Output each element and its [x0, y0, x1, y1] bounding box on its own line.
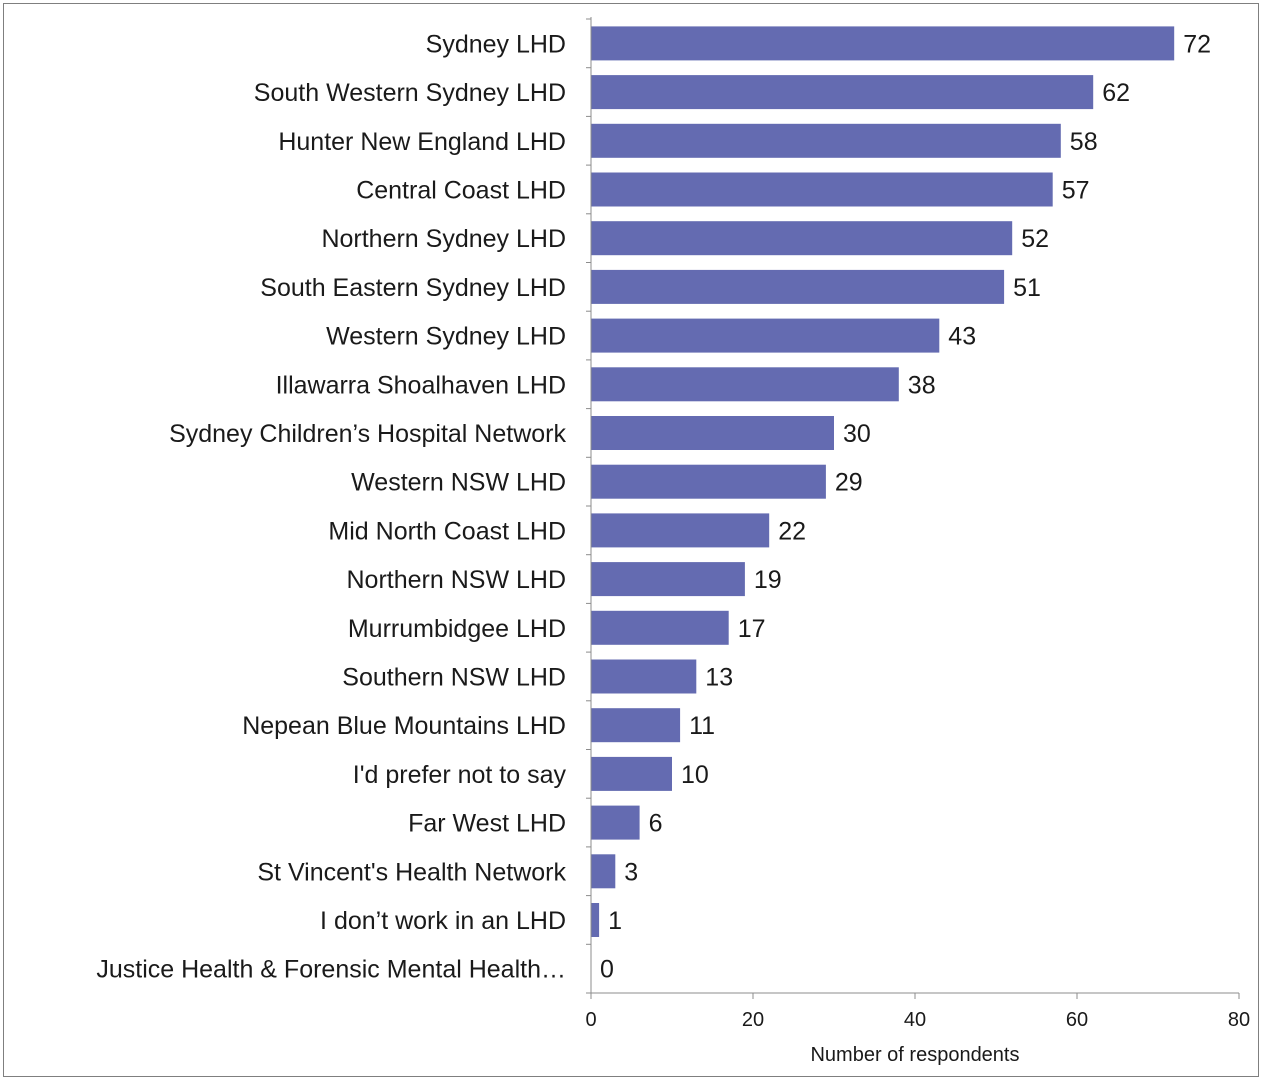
bar — [591, 221, 1013, 256]
bar — [591, 464, 826, 499]
bar — [591, 903, 600, 937]
bar — [591, 562, 745, 597]
category-label: Justice Health & Forensic Mental Health… — [96, 956, 566, 984]
bar — [591, 756, 672, 791]
bar — [591, 172, 1053, 207]
data-label: 72 — [1183, 30, 1211, 58]
category-label: Nepean Blue Mountains LHD — [242, 712, 566, 740]
bar — [591, 123, 1061, 158]
category-label: Western NSW LHD — [351, 469, 566, 497]
category-label: Far West LHD — [408, 810, 566, 838]
data-label: 1 — [608, 907, 622, 935]
data-label: 0 — [600, 956, 614, 984]
category-label: Sydney Children’s Hospital Network — [169, 420, 566, 448]
bar — [591, 318, 940, 353]
data-label: 38 — [908, 371, 936, 399]
data-label: 13 — [705, 664, 733, 692]
bar — [591, 416, 834, 450]
data-label: 6 — [649, 810, 663, 838]
category-label: Southern NSW LHD — [342, 664, 566, 692]
category-label: Central Coast LHD — [356, 177, 566, 205]
category-label: Sydney LHD — [426, 30, 566, 58]
category-label: Hunter New England LHD — [278, 128, 566, 156]
bar — [591, 513, 770, 548]
bar — [591, 854, 616, 889]
category-label: Northern Sydney LHD — [321, 225, 566, 253]
data-label: 30 — [843, 420, 871, 448]
bar — [591, 610, 729, 645]
category-label: Illawarra Shoalhaven LHD — [276, 371, 566, 399]
data-label: 51 — [1013, 274, 1041, 302]
bar — [591, 26, 1175, 61]
data-label: 58 — [1070, 128, 1098, 156]
bar — [591, 367, 899, 402]
category-labels-group: Sydney LHD South Western Sydney LHD Hunter… — [96, 30, 566, 983]
x-tick-label: 20 — [742, 1009, 764, 1031]
bar — [591, 269, 1005, 304]
bar — [591, 659, 697, 694]
data-label: 57 — [1062, 177, 1090, 205]
x-tick-label: 60 — [1066, 1009, 1088, 1031]
data-label: 11 — [689, 712, 715, 740]
x-tick-label: 40 — [904, 1009, 926, 1031]
x-tick-label: 0 — [585, 1009, 596, 1031]
data-label: 52 — [1021, 225, 1049, 253]
bar — [591, 805, 640, 840]
bar — [591, 708, 681, 743]
category-label: Mid North Coast LHD — [328, 517, 566, 545]
category-label: South Eastern Sydney LHD — [260, 274, 566, 302]
category-label: Murrumbidgee LHD — [348, 615, 566, 643]
data-label: 3 — [624, 858, 638, 886]
category-label: St Vincent's Health Network — [257, 858, 566, 886]
category-label: South Western Sydney LHD — [254, 79, 566, 107]
data-label: 17 — [738, 615, 766, 643]
data-label: 29 — [835, 469, 863, 497]
bar — [591, 75, 1094, 110]
x-axis-title: Number of respondents — [810, 1044, 1019, 1066]
data-label: 62 — [1102, 79, 1130, 107]
x-tick-label: 80 — [1228, 1009, 1250, 1031]
bars-group — [591, 26, 1175, 937]
axes-group: 0 20 40 60 80 — [585, 17, 1250, 1031]
category-label: Northern NSW LHD — [347, 566, 567, 594]
category-label: Western Sydney LHD — [326, 323, 566, 351]
data-label: 43 — [948, 323, 976, 351]
category-label: I don’t work in an LHD — [320, 907, 566, 935]
data-label: 22 — [778, 517, 806, 545]
data-label: 19 — [754, 566, 782, 594]
data-label: 10 — [681, 761, 709, 789]
category-label: I'd prefer not to say — [353, 761, 567, 789]
